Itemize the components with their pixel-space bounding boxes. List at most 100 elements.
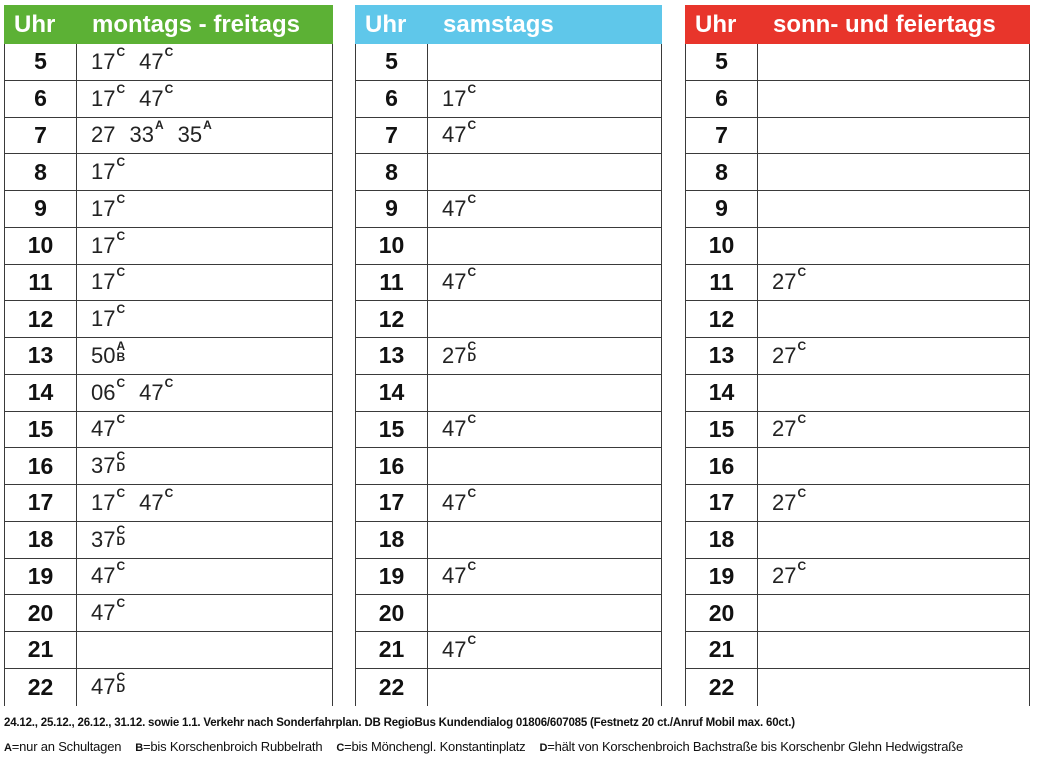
table-row: 17 47 C <box>356 485 661 522</box>
departure: 33 A <box>129 119 163 146</box>
departure: 47 C D <box>91 671 125 700</box>
minutes-cell: 27 C D <box>428 338 661 374</box>
timetable-saturdays: Uhr samstags 5 6 17 C 7 47 C 8 9 47 C 10 11 47 C 12 13 27 C D… <box>355 5 662 706</box>
table-row: 8 17 C <box>5 154 332 191</box>
footnote-mark: C <box>467 338 477 353</box>
footnote-marks: C <box>116 377 125 389</box>
table-row: 5 <box>686 44 1029 81</box>
legend-item: A=nur an Schultagen <box>4 739 121 754</box>
hour-cell: 9 <box>5 191 77 227</box>
departure: 47 C <box>442 119 476 146</box>
hour-cell: 10 <box>5 227 77 264</box>
minutes-cell <box>758 669 1029 706</box>
departure-minute: 47 <box>442 636 467 662</box>
table-row: 5 <box>356 44 661 81</box>
hour-cell: 9 <box>686 191 758 227</box>
footnote-marks: C <box>165 83 174 95</box>
departure-minute: 27 <box>442 342 467 368</box>
table-row: 22 <box>686 668 1029 706</box>
departure-minute: 47 <box>139 489 164 515</box>
departure-minute: 37 <box>91 453 116 479</box>
footnote-marks: C <box>116 156 125 168</box>
minutes-cell: 17 C <box>428 81 661 117</box>
legend-item: D=hält von Korschenbroich Bachstraße bis… <box>539 739 963 754</box>
departure: 50 A B <box>91 340 125 367</box>
hour-cell: 13 <box>5 338 77 374</box>
footnote-mark: D <box>467 349 477 364</box>
departure: 47 C <box>139 46 173 73</box>
table-row: 18 37 C D <box>5 521 332 559</box>
minutes-cell: 37 C D <box>77 522 332 558</box>
timetable-body: 5 6 17 C 7 47 C 8 9 47 C 10 11 47 C 12 13 27 C D 14 15 47 C 16 17… <box>355 44 662 706</box>
table-row: 9 47 C <box>356 191 661 228</box>
minutes-cell <box>758 375 1029 411</box>
hour-cell: 12 <box>686 301 758 337</box>
table-header: Uhr sonn- und feiertags <box>685 5 1030 44</box>
footnote-mark: C <box>797 485 807 500</box>
minutes-cell: 50 A B <box>77 338 332 374</box>
departure-minute: 17 <box>91 195 116 221</box>
departure-minute: 47 <box>91 600 116 626</box>
hour-column-header: Uhr <box>14 10 56 38</box>
table-row: 16 <box>686 448 1029 485</box>
departure: 35 A <box>178 119 212 146</box>
table-row: 12 17 C <box>5 301 332 338</box>
departure: 47 C <box>139 487 173 515</box>
hour-cell: 22 <box>686 668 758 706</box>
minutes-cell: 47 C <box>428 118 661 154</box>
footnote-marks: C <box>116 560 125 572</box>
hour-cell: 7 <box>5 117 77 154</box>
footnote-mark: C <box>467 632 477 647</box>
minutes-cell <box>428 522 661 558</box>
minutes-cell: 47 C <box>428 632 661 668</box>
departure: 06 C <box>91 377 125 405</box>
minutes-cell: 17 C <box>77 191 332 227</box>
minutes-cell <box>758 301 1029 337</box>
hour-cell: 15 <box>686 411 758 448</box>
minutes-cell: 47 C <box>428 265 661 301</box>
footnote-marks: C <box>165 46 174 58</box>
departure-minute: 47 <box>442 269 467 295</box>
table-row: 15 27 C <box>686 411 1029 449</box>
minutes-cell: 47 C <box>428 412 661 448</box>
minutes-cell: 17 C 47 C <box>77 81 332 117</box>
minutes-cell: 47 C <box>77 595 332 631</box>
departure-minute: 17 <box>91 306 116 332</box>
departure: 47 C <box>442 560 476 587</box>
minutes-cell <box>758 81 1029 117</box>
footnote-mark: C <box>467 265 477 280</box>
legend: A=nur an Schultagen B=bis Korschenbroich … <box>4 739 977 754</box>
footnote-mark: C <box>116 44 126 59</box>
departure-minute: 06 <box>91 379 116 405</box>
table-row: 7 47 C <box>356 117 661 155</box>
timetable-weekdays: Uhr montags - freitags 5 17 C 47 C 6 17 C 47 C 7 27 33… <box>4 5 333 706</box>
footnote-marks: C <box>116 596 126 611</box>
table-row: 21 47 C <box>356 632 661 669</box>
footnote-marks: C <box>116 230 125 242</box>
departure: 47 C <box>91 413 125 440</box>
hour-cell: 11 <box>5 264 77 301</box>
hour-cell: 11 <box>356 264 428 301</box>
hour-cell: 7 <box>356 117 428 154</box>
departure: 17 C <box>91 487 125 514</box>
hour-cell: 14 <box>356 374 428 411</box>
table-row: 20 47 C <box>5 595 332 632</box>
footnote-mark: D <box>116 460 126 475</box>
minutes-cell <box>428 301 661 337</box>
departure-minute: 27 <box>772 269 797 295</box>
table-row: 22 <box>356 668 661 706</box>
hour-cell: 5 <box>5 44 77 80</box>
footnote-mark: C <box>116 596 126 611</box>
table-row: 22 47 C D <box>5 668 332 706</box>
footnote-mark: A <box>203 118 212 133</box>
departure: 47 C <box>442 634 476 662</box>
table-row: 13 27 C D <box>356 338 661 375</box>
table-row: 17 17 C 47 C <box>5 485 332 522</box>
table-row: 11 47 C <box>356 264 661 302</box>
legend-text: =hält von Korschenbroich Bachstraße bis … <box>547 739 963 754</box>
departure: 17 C <box>91 230 125 257</box>
departure-minute: 47 <box>91 674 116 700</box>
